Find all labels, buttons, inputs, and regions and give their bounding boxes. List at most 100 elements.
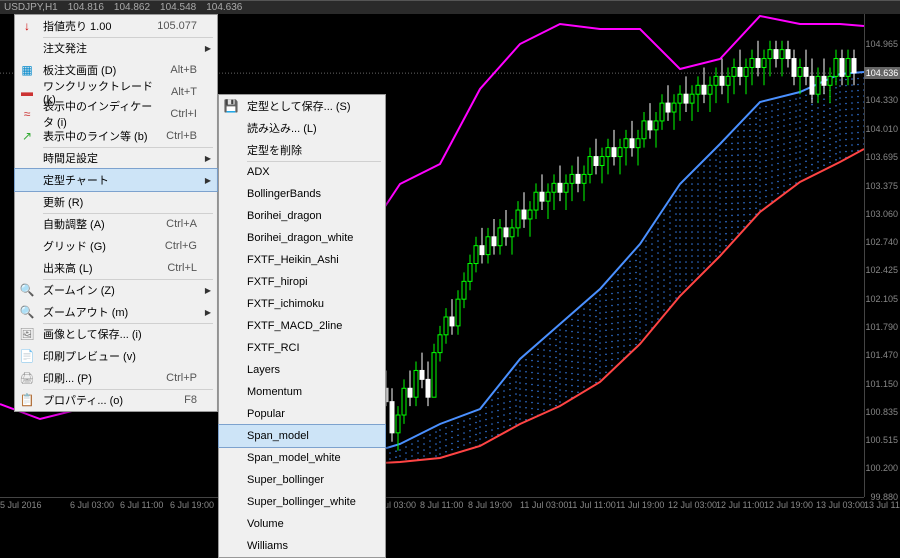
- menu-item[interactable]: 📋プロパティ... (o)F8: [15, 389, 217, 411]
- menu-item[interactable]: 自動調整 (A)Ctrl+A: [15, 213, 217, 235]
- candle: [792, 59, 796, 77]
- menu-item-label: 板注文画面 (D): [43, 62, 154, 78]
- candle: [576, 174, 580, 183]
- menu-item-label: BollingerBands: [247, 188, 365, 200]
- candle: [480, 246, 484, 255]
- menu-item-label: 注文発注: [43, 40, 197, 56]
- template-submenu[interactable]: 💾定型として保存... (S)読み込み... (L) 定型を削除 ADX Bollin…: [218, 94, 386, 558]
- menu-item[interactable]: Volume: [219, 513, 385, 535]
- menu-item[interactable]: Span_model: [218, 424, 386, 448]
- x-axis-tick: 12 Jul 11:00: [716, 500, 764, 510]
- y-axis-tick: 101.150: [865, 379, 898, 389]
- y-axis-tick: 104.010: [865, 124, 898, 134]
- menu-item-label: ズームアウト (m): [43, 304, 197, 320]
- menu-item[interactable]: FXTF_RCI: [219, 337, 385, 359]
- menu-item-label: 表示中のライン等 (b): [43, 128, 150, 144]
- menu-item[interactable]: 更新 (R): [15, 191, 217, 213]
- menu-item[interactable]: Popular: [219, 403, 385, 425]
- menu-item[interactable]: ↓指値売り 1.00105.077: [15, 15, 217, 37]
- menu-item[interactable]: ≈表示中のインディケータ (i)Ctrl+I: [15, 103, 217, 125]
- candle: [732, 67, 736, 76]
- menu-item[interactable]: 🔍ズームイン (Z)▶: [15, 279, 217, 301]
- menu-item-label: 更新 (R): [43, 194, 197, 210]
- menu-item-label: Popular: [247, 408, 365, 420]
- menu-item[interactable]: Williams: [219, 535, 385, 557]
- menu-shortcut: Ctrl+I: [170, 108, 197, 120]
- menu-icon: ▬: [19, 84, 35, 100]
- candle: [822, 76, 826, 85]
- menu-item-label: Layers: [247, 364, 365, 376]
- menu-item-label: Momentum: [247, 386, 365, 398]
- candle: [720, 76, 724, 85]
- candle: [678, 94, 682, 103]
- menu-item-label: 定型を削除: [247, 142, 365, 158]
- menu-item[interactable]: 🖨印刷... (P)Ctrl+P: [15, 367, 217, 389]
- y-axis-tick: 104.330: [865, 95, 898, 105]
- candle: [552, 183, 556, 192]
- menu-item[interactable]: 📄印刷プレビュー (v): [15, 345, 217, 367]
- candle: [798, 67, 802, 76]
- candle: [420, 370, 424, 379]
- menu-item[interactable]: FXTF_hiropi: [219, 271, 385, 293]
- menu-item[interactable]: FXTF_MACD_2line: [219, 315, 385, 337]
- candle: [642, 121, 646, 139]
- candle: [684, 94, 688, 103]
- menu-item[interactable]: Span_model_white: [219, 447, 385, 469]
- menu-shortcut: Alt+B: [170, 64, 197, 76]
- menu-item[interactable]: 💾定型として保存... (S): [219, 95, 385, 117]
- x-axis-tick: 13 Jul 11:00: [864, 500, 900, 510]
- menu-item[interactable]: FXTF_ichimoku: [219, 293, 385, 315]
- menu-icon: 🖨: [19, 370, 35, 386]
- candle: [654, 121, 658, 130]
- menu-item[interactable]: Momentum: [219, 381, 385, 403]
- candle: [564, 183, 568, 192]
- menu-item[interactable]: 注文発注▶: [15, 37, 217, 59]
- menu-item-label: Volume: [247, 518, 365, 530]
- candle: [714, 76, 718, 85]
- current-price-label: 104.636: [864, 67, 900, 79]
- candle: [510, 228, 514, 237]
- context-menu[interactable]: ↓指値売り 1.00105.077注文発注▶▦板注文画面 (D)Alt+B▬ワン…: [14, 14, 218, 412]
- candle: [426, 379, 430, 397]
- menu-item-label: Span_model_white: [247, 452, 365, 464]
- menu-icon: ↓: [19, 18, 35, 34]
- menu-item-label: ADX: [247, 166, 365, 178]
- candle: [450, 317, 454, 326]
- menu-item[interactable]: 🖼画像として保存... (i): [15, 323, 217, 345]
- candle: [612, 148, 616, 157]
- candle: [690, 94, 694, 103]
- menu-item[interactable]: ADX: [219, 161, 385, 183]
- submenu-arrow-icon: ▶: [205, 286, 211, 295]
- menu-item-label: 指値売り 1.00: [43, 18, 141, 34]
- menu-item[interactable]: 🔍ズームアウト (m)▶: [15, 301, 217, 323]
- menu-item[interactable]: Borihei_dragon_white: [219, 227, 385, 249]
- candle: [444, 317, 448, 335]
- menu-item[interactable]: FXTF_Heikin_Ashi: [219, 249, 385, 271]
- menu-item-label: 印刷... (P): [43, 370, 150, 386]
- candle: [780, 50, 784, 59]
- menu-item[interactable]: Super_bollinger: [219, 469, 385, 491]
- menu-item[interactable]: ↗表示中のライン等 (b)Ctrl+B: [15, 125, 217, 147]
- menu-item[interactable]: 定型チャート▶: [14, 168, 218, 192]
- menu-item[interactable]: 定型を削除: [219, 139, 385, 161]
- candle: [840, 59, 844, 77]
- candle: [768, 50, 772, 59]
- menu-item[interactable]: 読み込み... (L): [219, 117, 385, 139]
- menu-item-label: FXTF_MACD_2line: [247, 320, 365, 332]
- menu-item[interactable]: Borihei_dragon: [219, 205, 385, 227]
- menu-item[interactable]: 時間足設定▶: [15, 147, 217, 169]
- menu-item[interactable]: BollingerBands: [219, 183, 385, 205]
- menu-item[interactable]: Super_bollinger_white: [219, 491, 385, 513]
- candle: [738, 67, 742, 76]
- candle: [666, 103, 670, 112]
- menu-item[interactable]: グリッド (G)Ctrl+G: [15, 235, 217, 257]
- x-axis-tick: 12 Jul 03:00: [668, 500, 717, 510]
- menu-item[interactable]: Layers: [219, 359, 385, 381]
- candle: [414, 370, 418, 397]
- x-axis-tick: 11 Jul 03:00: [520, 500, 568, 510]
- menu-item-label: 定型チャート: [43, 172, 197, 188]
- candle: [660, 103, 664, 121]
- menu-item[interactable]: 出来高 (L)Ctrl+L: [15, 257, 217, 279]
- candle: [570, 174, 574, 183]
- x-axis-tick: 11 Jul 11:00: [568, 500, 616, 510]
